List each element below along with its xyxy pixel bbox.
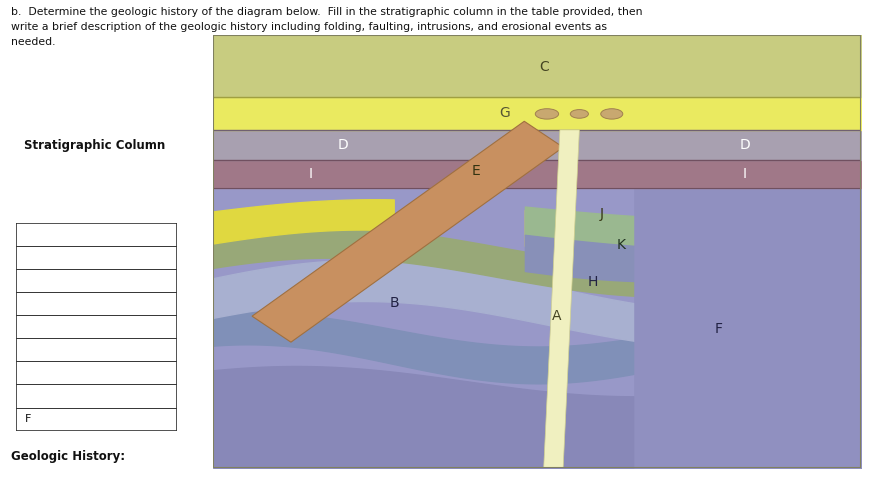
Text: J: J <box>600 207 603 221</box>
Polygon shape <box>543 130 579 468</box>
Text: I: I <box>308 167 312 181</box>
Text: F: F <box>714 322 722 336</box>
Ellipse shape <box>534 109 558 119</box>
Text: D: D <box>739 138 749 152</box>
Ellipse shape <box>569 109 587 118</box>
Text: needed.: needed. <box>11 37 56 47</box>
Text: Geologic History:: Geologic History: <box>11 450 125 463</box>
Text: write a brief description of the geologic history including folding, faulting, i: write a brief description of the geologi… <box>11 22 607 32</box>
Text: K: K <box>616 238 626 252</box>
Text: I: I <box>742 167 746 181</box>
Text: A: A <box>551 309 561 323</box>
Text: b.  Determine the geologic history of the diagram below.  Fill in the stratigrap: b. Determine the geologic history of the… <box>11 7 642 17</box>
Text: B: B <box>389 296 399 310</box>
Polygon shape <box>252 121 562 342</box>
Text: G: G <box>499 106 509 120</box>
Text: F: F <box>25 414 31 424</box>
Text: C: C <box>538 60 548 74</box>
Text: E: E <box>471 164 480 178</box>
Text: H: H <box>587 275 597 289</box>
Ellipse shape <box>600 109 622 119</box>
Text: D: D <box>337 138 348 152</box>
Text: Stratigraphic Column: Stratigraphic Column <box>24 139 165 151</box>
